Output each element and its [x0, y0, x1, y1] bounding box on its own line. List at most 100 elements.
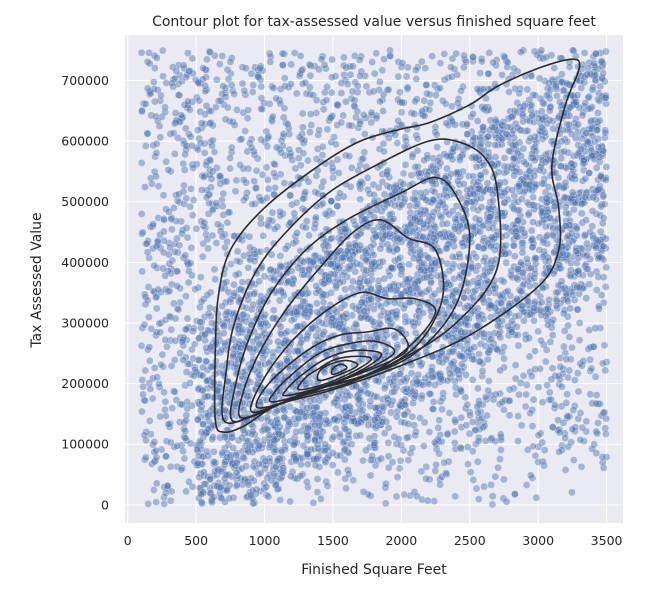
scatter-point: [574, 387, 583, 396]
scatter-point: [561, 349, 570, 357]
scatter-point: [345, 265, 354, 273]
scatter-point: [333, 202, 342, 210]
scatter-point: [354, 285, 362, 294]
scatter-point: [201, 357, 210, 365]
scatter-point: [532, 180, 541, 189]
scatter-point: [333, 401, 342, 410]
scatter-point: [230, 289, 239, 297]
scatter-point: [141, 366, 150, 375]
scatter-point: [425, 105, 434, 114]
scatter-point: [338, 253, 347, 262]
scatter-point: [542, 211, 551, 220]
scatter-point: [445, 303, 454, 312]
scatter-point: [392, 492, 401, 501]
scatter-point: [326, 235, 335, 243]
scatter-point: [232, 271, 240, 279]
scatter-point: [320, 368, 329, 377]
scatter-point: [488, 202, 497, 211]
scatter-point: [323, 482, 332, 490]
scatter-point: [430, 188, 439, 196]
scatter-point: [430, 221, 438, 230]
scatter-point: [250, 177, 259, 186]
scatter-point: [181, 325, 190, 334]
scatter-point: [544, 79, 553, 88]
scatter-point: [204, 244, 212, 253]
scatter-point: [188, 211, 197, 220]
scatter-point: [368, 275, 376, 284]
scatter-point: [496, 333, 505, 342]
scatter-point: [255, 277, 264, 285]
scatter-point: [198, 252, 207, 261]
scatter-point: [260, 99, 268, 107]
scatter-point: [430, 381, 439, 389]
scatter-point: [510, 192, 519, 200]
scatter-point: [161, 336, 170, 344]
scatter-point: [246, 491, 255, 500]
scatter-point: [419, 442, 428, 450]
scatter-point: [586, 70, 595, 79]
scatter-point: [292, 89, 301, 98]
scatter-point: [477, 139, 486, 148]
scatter-point: [440, 458, 449, 467]
scatter-point: [486, 301, 495, 310]
scatter-point: [271, 183, 279, 192]
scatter-point: [537, 336, 545, 345]
scatter-point: [599, 242, 608, 251]
scatter-point: [349, 324, 358, 332]
scatter-point: [349, 62, 357, 71]
scatter-point: [318, 151, 327, 159]
scatter-point: [353, 82, 362, 90]
scatter-point: [577, 462, 586, 471]
scatter-point: [410, 110, 419, 118]
scatter-point: [161, 103, 169, 112]
scatter-point: [420, 156, 428, 165]
scatter-point: [559, 309, 568, 318]
scatter-point: [580, 49, 589, 57]
scatter-point: [501, 241, 510, 250]
scatter-point: [243, 114, 252, 123]
scatter-point: [510, 64, 518, 73]
scatter-point: [155, 122, 164, 131]
scatter-point: [262, 482, 271, 491]
scatter-point: [312, 172, 321, 180]
scatter-point: [220, 339, 229, 348]
scatter-point: [309, 499, 318, 507]
scatter-point: [179, 356, 187, 364]
scatter-point: [545, 106, 554, 115]
scatter-point: [340, 61, 348, 70]
scatter-point: [269, 276, 278, 284]
scatter-point: [152, 293, 160, 302]
scatter-point: [462, 421, 471, 430]
scatter-point: [172, 67, 181, 75]
scatter-point: [197, 297, 206, 306]
scatter-point: [152, 479, 161, 488]
scatter-point: [520, 316, 528, 325]
scatter-point: [268, 208, 277, 217]
scatter-point: [337, 89, 346, 97]
scatter-point: [504, 147, 513, 155]
scatter-point: [515, 390, 523, 399]
scatter-point: [193, 416, 202, 424]
scatter-point: [278, 49, 287, 58]
scatter-point: [480, 329, 488, 338]
scatter-point: [170, 204, 178, 212]
scatter-point: [573, 305, 582, 314]
scatter-point: [530, 304, 538, 312]
scatter-point: [474, 384, 482, 393]
scatter-point: [563, 79, 571, 88]
scatter-point: [528, 422, 537, 430]
scatter-point: [280, 179, 289, 187]
scatter-point: [152, 149, 161, 157]
scatter-point: [244, 480, 253, 489]
scatter-point: [226, 295, 235, 304]
scatter-point: [525, 95, 534, 104]
scatter-point: [575, 336, 584, 345]
scatter-point: [266, 265, 275, 274]
scatter-point: [298, 109, 307, 118]
scatter-point: [340, 53, 348, 62]
scatter-point: [597, 291, 606, 299]
scatter-point: [560, 147, 569, 156]
scatter-point: [145, 343, 154, 352]
scatter-point: [203, 447, 212, 456]
